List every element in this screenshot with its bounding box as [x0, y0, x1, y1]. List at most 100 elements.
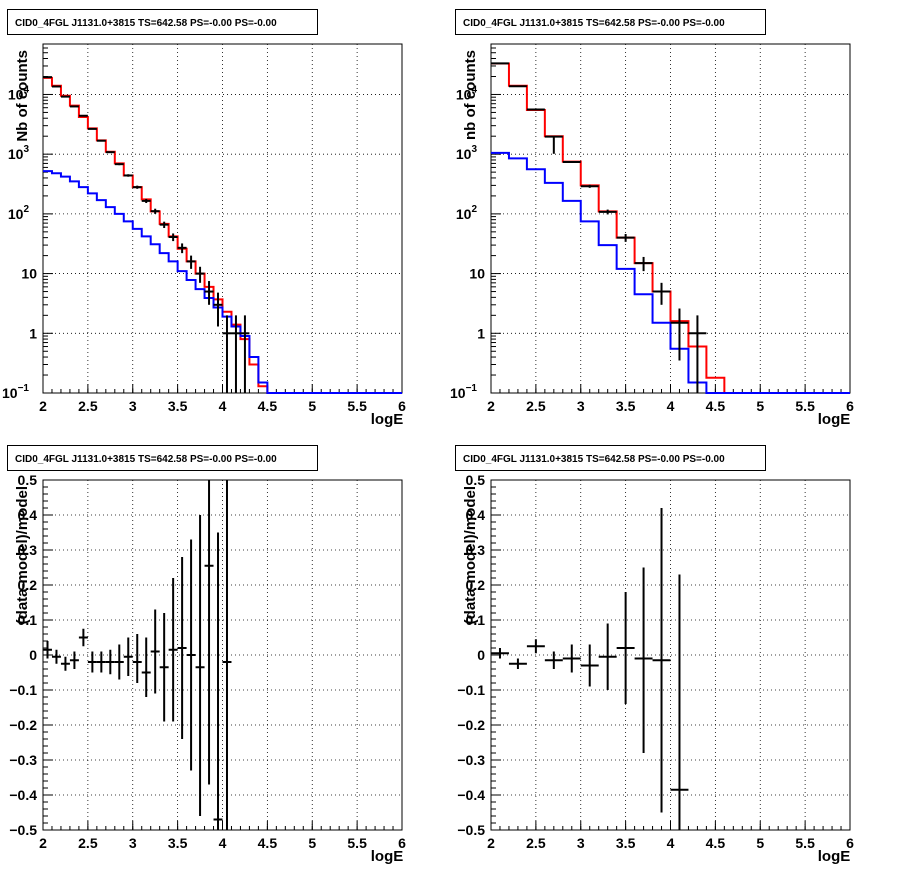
x-tick-label: 3 [577, 835, 585, 851]
data-point [78, 114, 88, 117]
data-point [141, 198, 151, 204]
y-tick-label: 0.3 [18, 542, 38, 558]
x-tick-label: 3 [129, 398, 137, 414]
x-tick-label: 6 [846, 398, 854, 414]
chart-title: CID0_4FGL J1131.0+3815 TS=642.58 PS=-0.0… [463, 454, 725, 465]
y-tick-label: 0.4 [18, 507, 38, 523]
x-tick-label: 2.5 [526, 398, 546, 414]
y-tick-label: 0.5 [18, 472, 38, 488]
data-point [96, 139, 106, 142]
data-point [69, 105, 79, 108]
data-point [491, 648, 509, 659]
x-tick-label: 5 [756, 835, 764, 851]
y-tick-label: 102 [8, 204, 30, 222]
data-point [123, 637, 133, 676]
data-point [670, 308, 689, 361]
data-point [544, 135, 563, 154]
data-point [195, 266, 205, 283]
data-point [177, 243, 187, 254]
x-tick-label: 2.5 [78, 835, 98, 851]
x-tick-label: 6 [846, 835, 854, 851]
title-box [7, 445, 318, 471]
data-point [598, 623, 617, 690]
x-axis-title: logE [818, 411, 851, 428]
y-tick-exponent: 2 [23, 204, 29, 215]
y-tick-label: 0.3 [466, 542, 486, 558]
data-point [562, 160, 581, 163]
y-tick-label: 0 [477, 647, 485, 663]
data-point [159, 613, 169, 722]
data-point [688, 315, 707, 393]
y-tick-label: 104 [456, 84, 478, 102]
y-tick-exponent: 3 [471, 144, 477, 155]
x-tick-label: 5.5 [795, 835, 815, 851]
data-point [195, 515, 205, 816]
y-tick-mantissa: 10 [8, 86, 24, 102]
x-tick-label: 2.5 [78, 398, 98, 414]
x-tick-label: 2.5 [526, 835, 546, 851]
y-tick-mantissa: 10 [450, 385, 466, 401]
chart-title: CID0_4FGL J1131.0+3815 TS=642.58 PS=-0.0… [463, 18, 725, 29]
y-tick-exponent: 4 [471, 84, 477, 95]
x-tick-label: 3.5 [168, 398, 188, 414]
data-point [634, 567, 653, 753]
data-point [141, 637, 151, 697]
y-tick-label: −0.1 [457, 682, 485, 698]
y-axis-title: nb of counts [462, 50, 479, 140]
data-point [598, 209, 617, 215]
y-tick-label: −0.4 [9, 787, 37, 803]
data-point [150, 208, 160, 214]
data-point [670, 574, 689, 830]
y-tick-label: −0.2 [9, 717, 37, 733]
y-tick-label: 0.4 [466, 507, 486, 523]
x-tick-label: 4.5 [258, 835, 278, 851]
x-tick-label: 3 [577, 398, 585, 414]
y-tick-mantissa: 10 [8, 146, 24, 162]
data-point [213, 532, 223, 830]
y-tick-label: 103 [8, 144, 30, 162]
y-tick-label: 10 [469, 266, 485, 282]
x-tick-label: 4.5 [258, 398, 278, 414]
y-tick-exponent: 4 [23, 84, 29, 95]
plot-frame [490, 479, 851, 831]
data-point [222, 480, 232, 830]
y-tick-label: −0.1 [9, 682, 37, 698]
y-tick-label: −0.2 [457, 717, 485, 733]
title-box [455, 9, 766, 35]
data-point [508, 658, 527, 669]
y-tick-mantissa: 10 [2, 385, 18, 401]
data-point [204, 281, 214, 305]
data-point [43, 641, 52, 659]
data-point [87, 127, 97, 130]
data-point [634, 256, 653, 272]
data-point [114, 644, 124, 680]
data-point [51, 649, 61, 664]
y-axis-title: (data-model)/model [462, 486, 479, 624]
y-tick-mantissa: 10 [8, 206, 24, 222]
y-axis-title: (data-model)/model [14, 486, 31, 624]
data-point [159, 221, 169, 229]
y-tick-label: 0.2 [18, 577, 38, 593]
data-point [132, 634, 142, 683]
y-axis-title: Nb of counts [14, 50, 31, 142]
data-point [616, 592, 635, 704]
y-tick-mantissa: 10 [456, 146, 472, 162]
data-point [78, 628, 88, 647]
chart-panel-bottom-left: CID0_4FGL J1131.0+3815 TS=642.58 PS=-0.0… [7, 445, 406, 865]
x-axis-title: logE [371, 848, 404, 865]
y-tick-label: 10 [21, 266, 37, 282]
y-tick-label: 1 [29, 325, 37, 341]
x-tick-label: 3.5 [616, 398, 636, 414]
x-tick-label: 3 [129, 835, 137, 851]
x-tick-label: 4 [667, 835, 675, 851]
data-point [562, 644, 581, 673]
chart-panel-top-left: CID0_4FGL J1131.0+3815 TS=642.58 PS=-0.0… [2, 9, 406, 428]
data-point [186, 539, 196, 771]
data-point [616, 234, 635, 242]
data-point [123, 174, 133, 177]
data-point [526, 108, 545, 111]
data-point [580, 644, 599, 687]
chart-title: CID0_4FGL J1131.0+3815 TS=642.58 PS=-0.0… [15, 454, 277, 465]
y-tick-label: 0.2 [466, 577, 486, 593]
data-point [186, 255, 196, 269]
